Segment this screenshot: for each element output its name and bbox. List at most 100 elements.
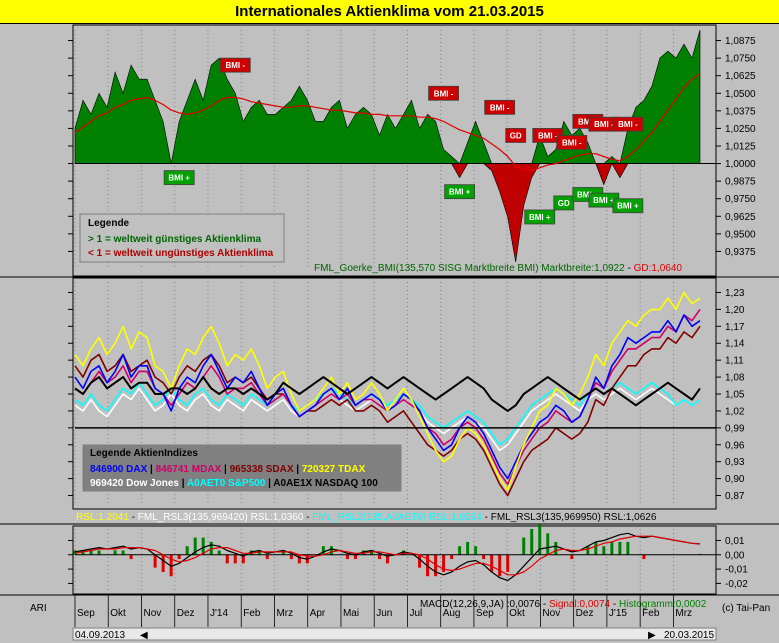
rsl-series-line	[74, 291, 701, 491]
bmi-tick-label: 0,9875	[725, 177, 756, 188]
bmi-positive-area	[74, 29, 701, 165]
separator: |	[179, 478, 187, 489]
x-axis-month-label: Sep	[77, 608, 95, 619]
x-axis-month-label: Dez	[576, 608, 594, 619]
x-axis-left-label: ARI	[30, 603, 47, 614]
bmi-area	[74, 29, 716, 263]
chart-title: Internationales Aktienklima vom 21.03.20…	[0, 0, 779, 24]
bmi-signal-label: BMI +	[449, 188, 471, 197]
bmi-caption: FML_Goerke_BMI(135,570 SISG Marktbreite …	[314, 263, 682, 274]
separator: -	[129, 512, 138, 523]
x-axis-right-label: (c) Tai-Pan	[722, 603, 770, 614]
caption-item: 969420 Dow Jones	[90, 478, 179, 489]
caption-item: MACD(12,26,9,JA) :0,0076	[420, 599, 540, 610]
caption-item: Histogramm:0,0002	[619, 599, 707, 610]
bmi-caption-gd: GD:1,0640	[634, 263, 683, 274]
scroll-right-arrow-icon[interactable]: ▶	[648, 630, 656, 641]
bmi-tick-label: 1,0375	[725, 106, 756, 117]
bmi-signal-label: BMI +	[593, 196, 615, 205]
bmi-legend: Legende > 1 = weltweit günstiges Aktienk…	[79, 213, 285, 263]
macd-caption: MACD(12,26,9,JA) :0,0076 - Signal:0,0074…	[420, 599, 707, 610]
bmi-signal-box	[612, 198, 644, 214]
rsl-tick-label: 1,11	[725, 356, 744, 367]
bmi-signal-label: GD	[510, 131, 522, 140]
caption-item: 846900 DAX	[90, 464, 148, 475]
bmi-legend-item-negative: < 1 = weltweit ungünstiges Aktienklima	[88, 248, 274, 259]
bmi-tick-label: 1,0500	[725, 89, 756, 100]
date-scrollbar[interactable]	[72, 627, 717, 641]
caption-item: 720327 TDAX	[302, 464, 366, 475]
rsl-tick-label: 1,20	[725, 305, 745, 316]
panel-macd-bg	[72, 525, 717, 595]
bmi-signal-box	[553, 195, 575, 211]
rsl-series-line	[74, 325, 701, 497]
macd-y-ticks: 0,01 0,00 -0,01 -0,02	[68, 536, 748, 590]
rsl-tick-label: 0,99	[725, 423, 745, 434]
rsl-legend-row-2: 969420 Dow Jones | A0AET0 S&P500 | A0AE1…	[90, 478, 378, 489]
rsl-legend: Legende AktienIndizes 846900 DAX | 84674…	[81, 443, 403, 493]
caption-item: RSL:1,2041	[76, 512, 129, 523]
caption-item: 846741 MDAX	[156, 464, 222, 475]
bmi-signal-label: GD	[558, 199, 570, 208]
caption-item: 965338 SDAX	[230, 464, 294, 475]
rsl-legend-row-1: 846900 DAX | 846741 MDAX | 965338 SDAX |…	[90, 464, 366, 475]
macd-tick-label: -0,02	[725, 579, 748, 590]
x-axis-month-label: Apr	[310, 608, 326, 619]
bmi-signal-label: BMI -	[225, 61, 245, 70]
macd-tick-label: 0,00	[725, 550, 745, 561]
bmi-signal-label: BMI +	[168, 174, 190, 183]
macd-signal-line	[74, 535, 701, 576]
bmi-tick-label: 1,0750	[725, 54, 756, 65]
x-axis-month-label: Dez	[177, 608, 195, 619]
bmi-signal-box	[556, 135, 588, 150]
macd-tick-label: 0,01	[725, 536, 745, 547]
bmi-signal-box	[505, 128, 527, 143]
rsl-lines	[74, 291, 716, 497]
x-axis-month-label: Okt	[110, 608, 126, 619]
bmi-signal-label: BMI -	[562, 138, 582, 147]
bmi-legend-title: Legende	[88, 218, 130, 229]
caption-item: FML_RSL3(135,969950) RSL:1,0626	[491, 512, 657, 523]
bmi-tick-label: 1,0625	[725, 71, 756, 82]
separator: |	[147, 464, 155, 475]
bmi-signal-label: BMI -	[578, 117, 598, 126]
bmi-tick-label: 0,9375	[725, 247, 756, 258]
bmi-signal-label: BMI +	[529, 213, 551, 222]
bmi-signal-box	[444, 184, 476, 200]
scroll-left-arrow-icon[interactable]: ◀	[140, 630, 148, 641]
separator: |	[265, 478, 273, 489]
macd-line	[74, 532, 701, 582]
x-axis-month-label: Feb	[642, 608, 660, 619]
bmi-signal-label: BMI -	[434, 89, 454, 98]
caption-item: A0AET0 S&P500	[187, 478, 266, 489]
bmi-signal-box	[163, 170, 195, 186]
x-axis-month-label: Nov	[143, 608, 161, 619]
bmi-gd-line	[74, 73, 701, 172]
x-axis-month-label: Aug	[443, 608, 461, 619]
bmi-signal-label: BMI +	[617, 202, 639, 211]
rsl-tick-label: 0,96	[725, 440, 745, 451]
bmi-signal-label: BMI -	[618, 120, 638, 129]
caption-item: FML_RSL3(135,A0AET0) RSL:1,0394	[312, 512, 482, 523]
rsl-tick-label: 1,05	[725, 390, 745, 401]
bmi-signal-label: BMI -	[490, 103, 510, 112]
rsl-legend-title: Legende AktienIndizes	[90, 448, 198, 459]
bmi-tick-label: 0,9625	[725, 212, 756, 223]
caption-item: FML_RSL3(135,969420) RSL:1,0360	[138, 512, 304, 523]
x-axis-month-label: Mrz	[276, 608, 293, 619]
bmi-signal-label: BMI -	[594, 120, 614, 129]
x-axis-month-label: J'15	[609, 608, 627, 619]
bmi-caption-main: FML_Goerke_BMI(135,570 SISG Marktbreite …	[314, 263, 625, 274]
x-axis-month-label: Jul	[409, 608, 422, 619]
bmi-tick-label: 1,0250	[725, 124, 756, 135]
rsl-y-ticks: 1,23 1,20 1,17 1,14 1,11 1,08 1,05 1,02 0,99 0,96…	[68, 288, 745, 502]
bmi-y-ticks: 1,0875 1,0750 1,0625 1,0500 1,0375 1,0250 1,01…	[68, 36, 756, 258]
macd-tick-label: -0,01	[725, 565, 748, 576]
rsl-tick-label: 0,87	[725, 491, 745, 502]
rsl-tick-label: 1,08	[725, 373, 745, 384]
separator: -	[303, 512, 312, 523]
x-axis-month-label: Feb	[243, 608, 261, 619]
bmi-signal-box	[484, 99, 516, 115]
bmi-signals: BMI -BMI +BMI -BMI -GD BMI -BMI -BMI +BMI…	[163, 57, 644, 225]
bmi-signal-label: BMI -	[538, 131, 558, 140]
